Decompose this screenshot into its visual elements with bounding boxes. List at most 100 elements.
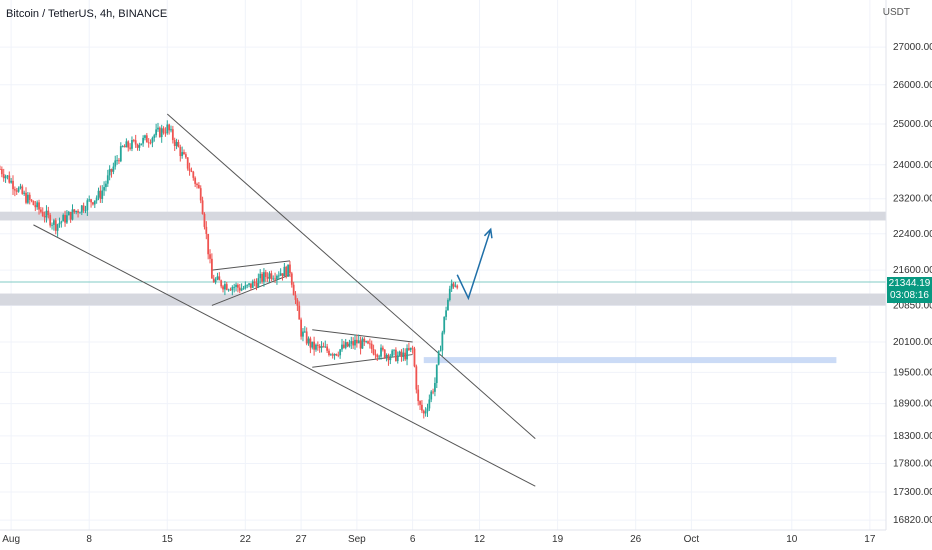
candle-body: [12, 180, 14, 190]
candle-body: [138, 145, 141, 148]
candle-body: [75, 210, 78, 213]
candle-body: [140, 143, 143, 146]
candle-body: [84, 210, 87, 212]
resistance-zone: [0, 293, 886, 306]
candle-body: [355, 339, 358, 344]
candle-body: [56, 224, 59, 231]
candle-body: [368, 343, 371, 345]
candle-body: [296, 299, 299, 306]
candle-body: [439, 350, 442, 352]
candle-body: [434, 383, 436, 392]
candle-body: [292, 284, 295, 296]
candle-body: [447, 300, 449, 311]
candle-body: [419, 401, 421, 405]
x-tick-label: 22: [240, 534, 252, 545]
candle-body: [19, 186, 22, 189]
candle-body: [435, 364, 438, 384]
candle-body: [223, 284, 226, 290]
y-tick-label: 26000.00: [893, 80, 932, 91]
candle-body: [194, 177, 197, 184]
candle-body: [90, 199, 92, 203]
candle-body: [229, 289, 232, 291]
candle-body: [370, 343, 373, 350]
candle-body: [207, 233, 210, 255]
candle-body: [251, 281, 254, 288]
y-tick-label: 17800.00: [893, 459, 932, 470]
candle-body: [421, 404, 423, 411]
candle-body: [71, 209, 74, 220]
y-tick-label: 20850.00: [893, 300, 932, 311]
candle-body: [424, 411, 427, 414]
x-tick-label: 19: [552, 534, 564, 545]
candle-body: [298, 305, 301, 320]
candle-body: [263, 272, 265, 282]
candle-body: [58, 222, 61, 225]
candle-body: [86, 200, 89, 211]
candle-body: [272, 278, 275, 280]
candle-body: [162, 128, 165, 133]
candle-body: [164, 132, 167, 134]
currency-label: USDT: [882, 7, 910, 18]
candle-body: [341, 344, 343, 350]
candle-body: [322, 346, 325, 348]
y-tick-label: 27000.00: [893, 42, 932, 53]
candle-body: [62, 214, 65, 222]
candle-body: [179, 146, 182, 157]
candle-body: [432, 391, 434, 393]
candle-body: [450, 283, 453, 289]
candle-body: [443, 316, 446, 333]
candle-body: [302, 331, 304, 337]
candle-body: [158, 127, 161, 138]
trendline: [166, 113, 536, 439]
candle-body: [108, 169, 111, 176]
candle-body: [333, 353, 336, 356]
candle-body: [196, 183, 198, 186]
candle-body: [134, 140, 137, 145]
candle-body: [203, 214, 206, 227]
candle-body: [47, 210, 50, 216]
candle-body: [54, 220, 57, 231]
candle-body: [114, 160, 117, 167]
candle-body: [82, 205, 85, 211]
candle-body: [415, 366, 418, 390]
projection-path: [456, 229, 492, 301]
grid: [0, 0, 886, 530]
candle-body: [216, 276, 219, 280]
candle-body: [220, 280, 223, 287]
y-tick-label: 18900.00: [893, 399, 932, 410]
candle-body: [67, 211, 70, 216]
candle-body: [374, 354, 377, 356]
candle-body: [209, 254, 211, 259]
candle-body: [398, 351, 401, 356]
candle-body: [339, 349, 342, 356]
candle-body: [218, 276, 221, 281]
candle-body: [38, 202, 40, 210]
candle-body: [281, 273, 284, 277]
y-tick-label: 21600.00: [893, 265, 932, 276]
candle-body: [378, 356, 381, 358]
candle-body: [95, 197, 98, 201]
candle-body: [361, 338, 364, 349]
candle-body: [238, 287, 241, 291]
candle-body: [276, 275, 278, 280]
candle-body: [103, 187, 105, 191]
candle-body: [383, 349, 386, 358]
x-tick-label: 26: [630, 534, 642, 545]
candle-body: [93, 200, 96, 205]
candle-body: [23, 192, 26, 194]
candle-body: [201, 200, 204, 215]
candle-body: [402, 352, 405, 357]
trendline: [211, 260, 291, 271]
trendline: [312, 329, 413, 343]
candle-body: [0, 168, 1, 170]
candle-body: [400, 351, 403, 357]
candle-body: [408, 348, 410, 350]
candle-body: [51, 224, 53, 226]
candle-body: [363, 338, 366, 342]
candle-body: [303, 331, 306, 333]
candle-body: [110, 169, 113, 172]
candle-body: [25, 192, 27, 203]
candle-body: [64, 214, 66, 223]
